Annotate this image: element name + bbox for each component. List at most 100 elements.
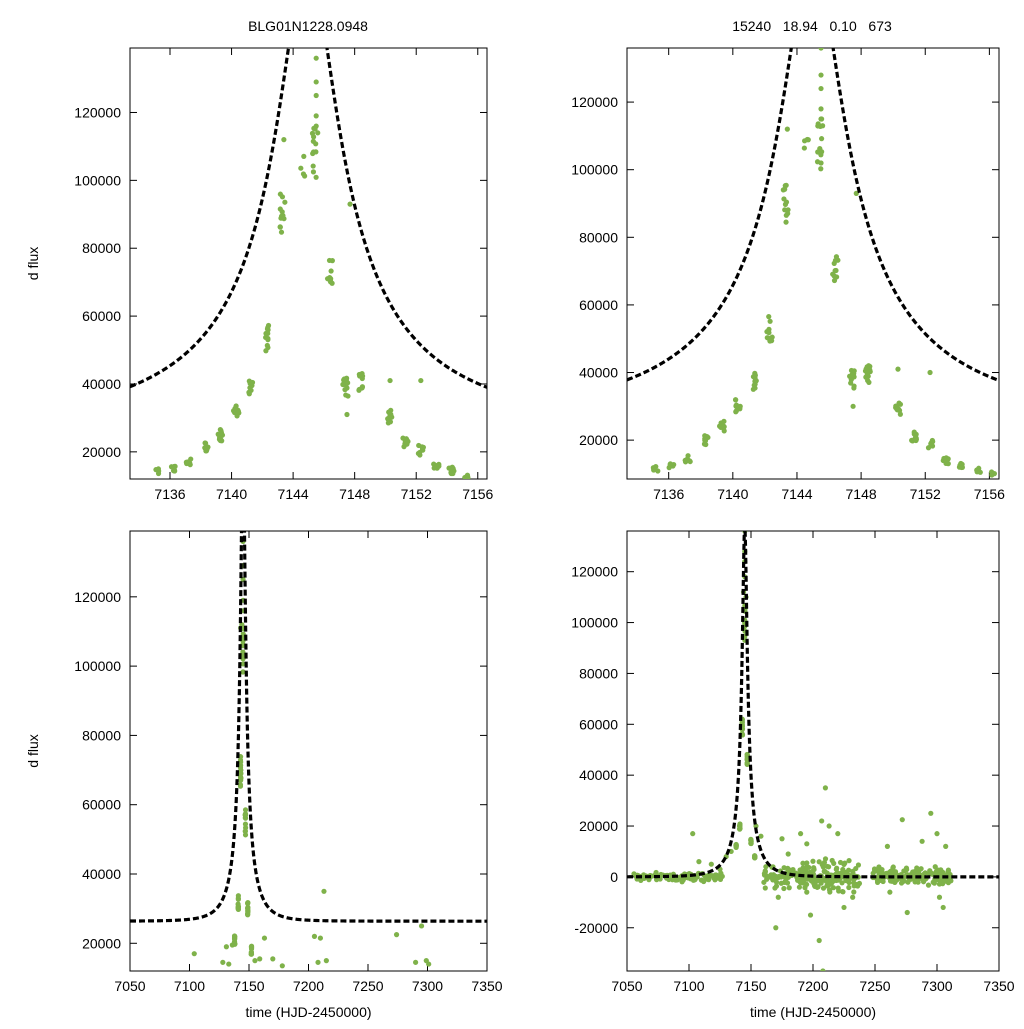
- data-point: [804, 841, 810, 847]
- data-point: [830, 885, 837, 891]
- data-point: [899, 817, 905, 823]
- data-point: [229, 942, 235, 948]
- data-point: [264, 342, 270, 349]
- data-point: [237, 783, 244, 789]
- data-point: [850, 870, 856, 876]
- data-point: [835, 831, 841, 837]
- data-point: [911, 429, 917, 435]
- data-point: [667, 461, 673, 467]
- model-curve: [627, 531, 999, 879]
- data-point: [819, 149, 825, 155]
- y-tick-label: 100000: [74, 172, 121, 188]
- y-tick-label: 60000: [579, 716, 618, 732]
- x-tick-label: 7144: [781, 486, 812, 502]
- y-tick-label: 60000: [579, 297, 618, 313]
- data-point: [929, 441, 935, 447]
- data-point: [708, 861, 714, 867]
- data-point: [310, 150, 316, 157]
- data-point: [313, 174, 319, 180]
- data-point: [321, 888, 327, 894]
- data-point: [810, 868, 816, 874]
- data-point: [927, 369, 933, 376]
- data-point: [943, 459, 949, 465]
- data-point: [329, 280, 335, 286]
- data-point: [242, 812, 248, 818]
- data-point: [810, 858, 816, 864]
- data-point: [804, 860, 810, 866]
- x-tick-label: 7350: [983, 978, 1014, 994]
- model-curve: [627, 48, 999, 382]
- x-tick-label: 7148: [846, 486, 877, 502]
- y-tick-label: 40000: [579, 365, 618, 381]
- x-tick-label: 7300: [412, 978, 443, 994]
- data-point: [655, 468, 661, 474]
- x-tick-label: 7156: [462, 486, 493, 502]
- data-point: [706, 872, 712, 878]
- data-point: [387, 377, 393, 384]
- data-point: [784, 126, 790, 132]
- data-point: [246, 389, 252, 395]
- data-point: [232, 933, 238, 939]
- data-point: [242, 832, 249, 838]
- data-point: [822, 785, 829, 791]
- data-point: [895, 366, 901, 372]
- data-point: [750, 374, 757, 380]
- data-point: [788, 867, 794, 873]
- data-point: [263, 330, 269, 337]
- data-point: [766, 314, 772, 320]
- x-tick-label: 7150: [735, 978, 766, 994]
- y-tick-label: 20000: [82, 935, 121, 951]
- data-point: [298, 165, 304, 171]
- data-point: [462, 474, 468, 479]
- data-point: [931, 871, 938, 877]
- y-axis-label: d flux: [25, 247, 41, 280]
- y-tick-label: 40000: [579, 767, 618, 783]
- observation-points: [650, 48, 997, 478]
- data-point: [890, 865, 896, 871]
- y-tick-label: 120000: [571, 564, 618, 580]
- data-point: [775, 894, 781, 900]
- data-point: [232, 405, 238, 412]
- data-point: [912, 435, 918, 441]
- data-point: [387, 412, 394, 419]
- x-tick-label: 7050: [611, 978, 642, 994]
- data-point: [884, 843, 891, 849]
- data-point: [846, 884, 852, 891]
- data-point: [277, 191, 283, 197]
- data-point: [820, 885, 827, 891]
- data-point: [431, 465, 437, 471]
- data-point: [919, 838, 925, 844]
- x-tick-label: 7250: [352, 978, 383, 994]
- data-point: [841, 904, 847, 911]
- data-point: [767, 318, 773, 324]
- x-tick-label: 7100: [673, 978, 704, 994]
- y-tick-label: 120000: [74, 589, 121, 605]
- data-point: [238, 762, 244, 768]
- data-point: [836, 877, 842, 883]
- data-point: [904, 909, 910, 916]
- x-tick-label: 7136: [154, 486, 185, 502]
- data-point: [819, 136, 825, 142]
- right-title: 15240 18.94 0.10 673: [732, 18, 892, 34]
- data-point: [313, 141, 319, 147]
- data-point: [323, 958, 329, 964]
- data-point: [779, 836, 785, 842]
- x-tick-label: 7050: [114, 978, 145, 994]
- data-point: [185, 459, 191, 465]
- data-point: [937, 870, 943, 876]
- data-point: [226, 961, 232, 967]
- x-tick-label: 7140: [216, 486, 247, 502]
- data-point: [851, 883, 857, 889]
- data-point: [235, 906, 241, 913]
- data-point: [403, 438, 410, 444]
- data-point: [215, 431, 221, 437]
- data-point: [851, 889, 857, 895]
- data-point: [816, 937, 822, 944]
- data-point: [313, 113, 319, 119]
- data-point: [832, 257, 839, 264]
- x-tick-label: 7300: [921, 978, 952, 994]
- data-point: [202, 445, 208, 451]
- x-tick-label: 7148: [339, 486, 370, 502]
- data-point: [785, 851, 791, 857]
